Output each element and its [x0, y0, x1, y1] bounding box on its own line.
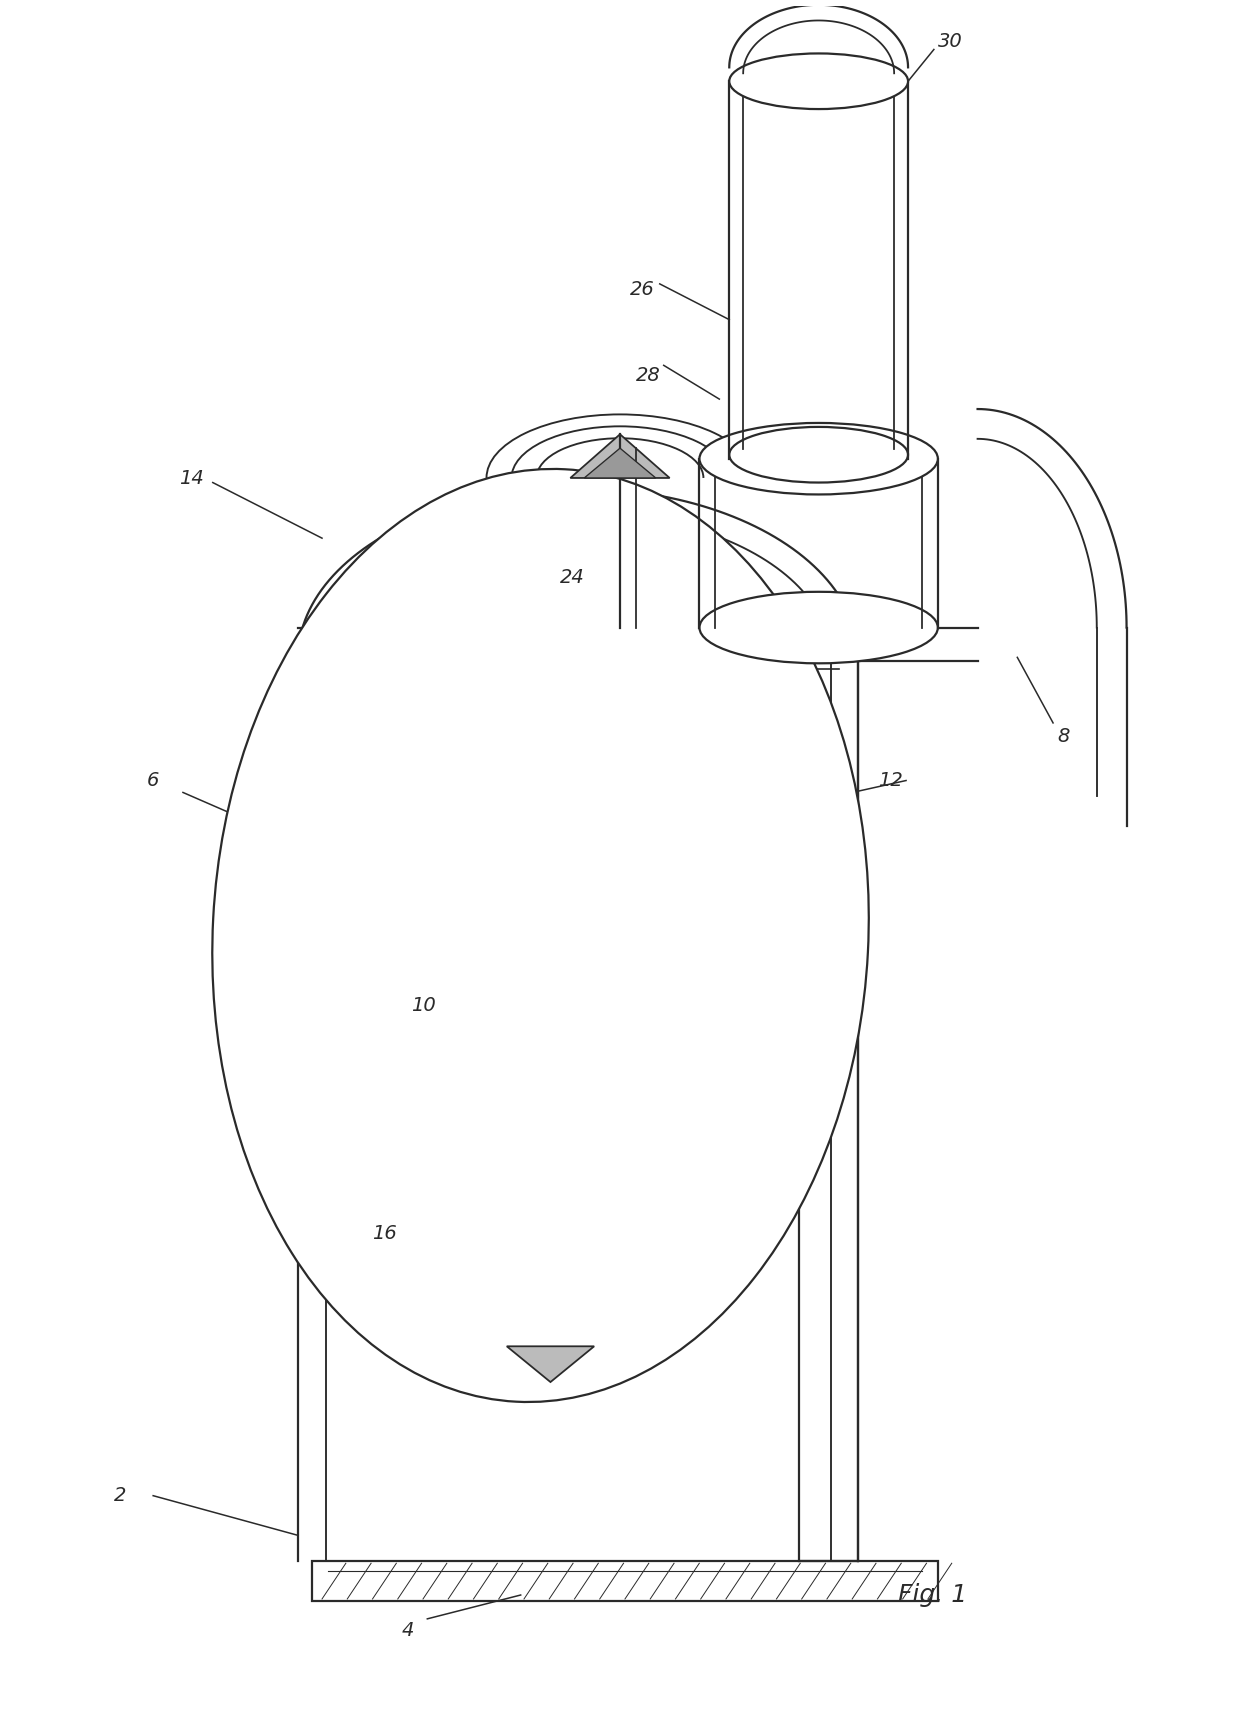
Polygon shape	[507, 1347, 594, 1381]
Ellipse shape	[212, 468, 869, 1402]
Text: Fig. 1: Fig. 1	[898, 1584, 967, 1606]
Text: 12: 12	[878, 770, 903, 789]
Text: 28: 28	[636, 366, 661, 384]
Text: 16: 16	[372, 1224, 397, 1242]
Text: 6: 6	[148, 770, 160, 789]
Text: 14: 14	[179, 468, 203, 487]
Text: 10: 10	[412, 995, 436, 1014]
Text: 24: 24	[560, 568, 585, 587]
Ellipse shape	[699, 422, 937, 494]
Text: 30: 30	[937, 33, 962, 51]
Text: 4: 4	[402, 1622, 414, 1640]
Ellipse shape	[729, 427, 908, 482]
Text: 2: 2	[113, 1486, 125, 1505]
Polygon shape	[570, 434, 670, 479]
Ellipse shape	[729, 53, 908, 110]
Text: 8: 8	[1056, 728, 1069, 746]
Text: 26: 26	[630, 280, 655, 299]
Polygon shape	[584, 448, 656, 479]
Ellipse shape	[699, 592, 937, 664]
